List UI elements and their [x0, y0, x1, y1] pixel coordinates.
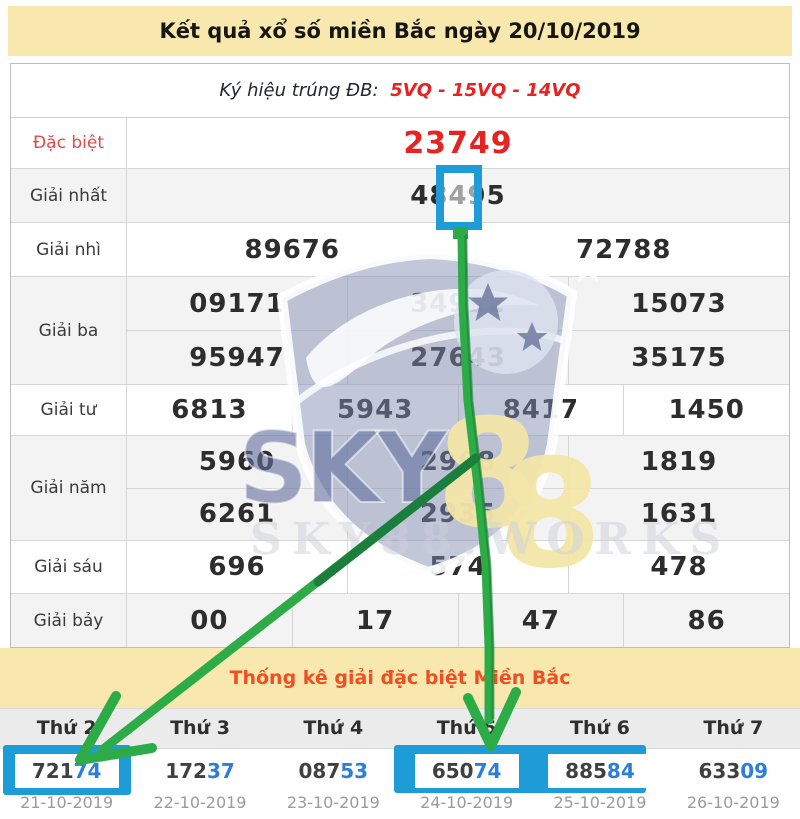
db-symbol-label: Ký hiệu trúng ĐB:: [219, 80, 379, 101]
prize-value: 23749: [403, 125, 513, 161]
prize-value: 72788: [457, 223, 790, 276]
prize-value: 8417: [457, 385, 624, 435]
prize-value: 5960: [198, 446, 276, 477]
prize-value: 2935: [347, 488, 568, 540]
prize-row-nhi: Giải nhì 89676 72788: [11, 223, 789, 277]
prize-row-bay: Giải bảy 00 17 47 86: [11, 594, 789, 647]
prize-row-ba: Giải ba 09171 34992 15073 95947 27643 35…: [11, 277, 789, 385]
stats-day: Thứ 6: [570, 717, 630, 739]
prize-label: Giải năm: [11, 436, 127, 540]
prize-row-nam: Giải năm 5960 2968 1819 6261 2935 1631: [11, 436, 789, 541]
stat-value: 17237: [165, 759, 235, 783]
db-symbol-row: Ký hiệu trúng ĐB: 5VQ - 15VQ - 14VQ: [11, 64, 789, 118]
prize-label: Giải tư: [11, 385, 127, 435]
prize-label: Giải sáu: [11, 541, 127, 593]
stats-title: Thống kê giải đặc biệt Miền Bắc: [0, 648, 800, 708]
prize-value: 2968: [347, 436, 568, 488]
prize-value: 574: [347, 541, 568, 593]
prize-value: 6261: [198, 499, 276, 530]
db-symbol-value: 5VQ - 15VQ - 14VQ: [390, 80, 581, 101]
stat-date: 26-10-2019: [686, 793, 780, 812]
prize-value: 17: [291, 594, 458, 647]
prize-value: 6813: [171, 395, 248, 425]
prize-value: 1631: [568, 488, 789, 540]
prize-value: 48495: [410, 180, 506, 211]
stat-date: 22-10-2019: [153, 793, 247, 812]
prize-value: 47: [457, 594, 624, 647]
stat-date: 25-10-2019: [553, 793, 647, 812]
prize-value: 5943: [291, 385, 458, 435]
prize-value: 09171: [189, 288, 285, 319]
stats-dates-row: 21-10-2019 22-10-2019 23-10-2019 24-10-2…: [0, 792, 800, 815]
prize-label: Giải nhất: [11, 169, 127, 222]
prize-label: Giải ba: [11, 277, 127, 384]
stats-day: Thứ 3: [170, 717, 230, 739]
prize-value: 00: [190, 605, 229, 636]
stat-date: 21-10-2019: [20, 793, 114, 812]
prize-label: Giải nhì: [11, 223, 127, 276]
prize-row-nhat: Giải nhất 48495: [11, 169, 789, 223]
page-title: Kết quả xổ số miền Bắc ngày 20/10/2019: [8, 6, 792, 56]
stats-day: Thứ 4: [303, 717, 364, 739]
prize-label: Giải bảy: [11, 594, 127, 647]
prize-row-tu: Giải tư 6813 5943 8417 1450: [11, 385, 789, 436]
stat-date: 23-10-2019: [286, 793, 380, 812]
prize-value: 15073: [568, 277, 789, 330]
stat-value: 65074: [414, 754, 519, 788]
stat-value: 08753: [298, 759, 369, 783]
prize-value: 34992: [347, 277, 568, 330]
prize-value: 95947: [189, 342, 285, 373]
prize-value: 478: [568, 541, 789, 593]
stats-day: Thứ 7: [703, 717, 764, 739]
prize-value: 27643: [347, 331, 568, 384]
stats-day: Thứ 2: [36, 717, 97, 739]
prize-row-sau: Giải sáu 696 574 478: [11, 541, 789, 594]
prize-value: 89676: [244, 234, 340, 265]
prize-value: 35175: [568, 331, 789, 384]
stats-day: Thứ 5: [436, 717, 497, 739]
prize-label: Đặc biệt: [11, 118, 127, 168]
prize-value: 1819: [568, 436, 789, 488]
stat-value: 63309: [698, 759, 769, 783]
stat-value: 88584: [547, 754, 652, 788]
stat-date: 24-10-2019: [420, 793, 514, 812]
stats-values-row: 72174 17237 08753 65074 88584 63309: [0, 745, 800, 795]
stats-days-row: Thứ 2 Thứ 3 Thứ 4 Thứ 5 Thứ 6 Thứ 7: [0, 708, 800, 749]
stat-value: 72174: [14, 754, 119, 788]
lottery-results-page: Kết quả xổ số miền Bắc ngày 20/10/2019 K…: [0, 6, 800, 819]
prize-value: 696: [208, 552, 266, 582]
prize-row-dac-biet: Đặc biệt 23749: [11, 118, 789, 169]
prize-value: 1450: [623, 385, 789, 435]
prize-table: Ký hiệu trúng ĐB: 5VQ - 15VQ - 14VQ Đặc …: [10, 63, 790, 648]
prize-value: 86: [623, 594, 789, 647]
